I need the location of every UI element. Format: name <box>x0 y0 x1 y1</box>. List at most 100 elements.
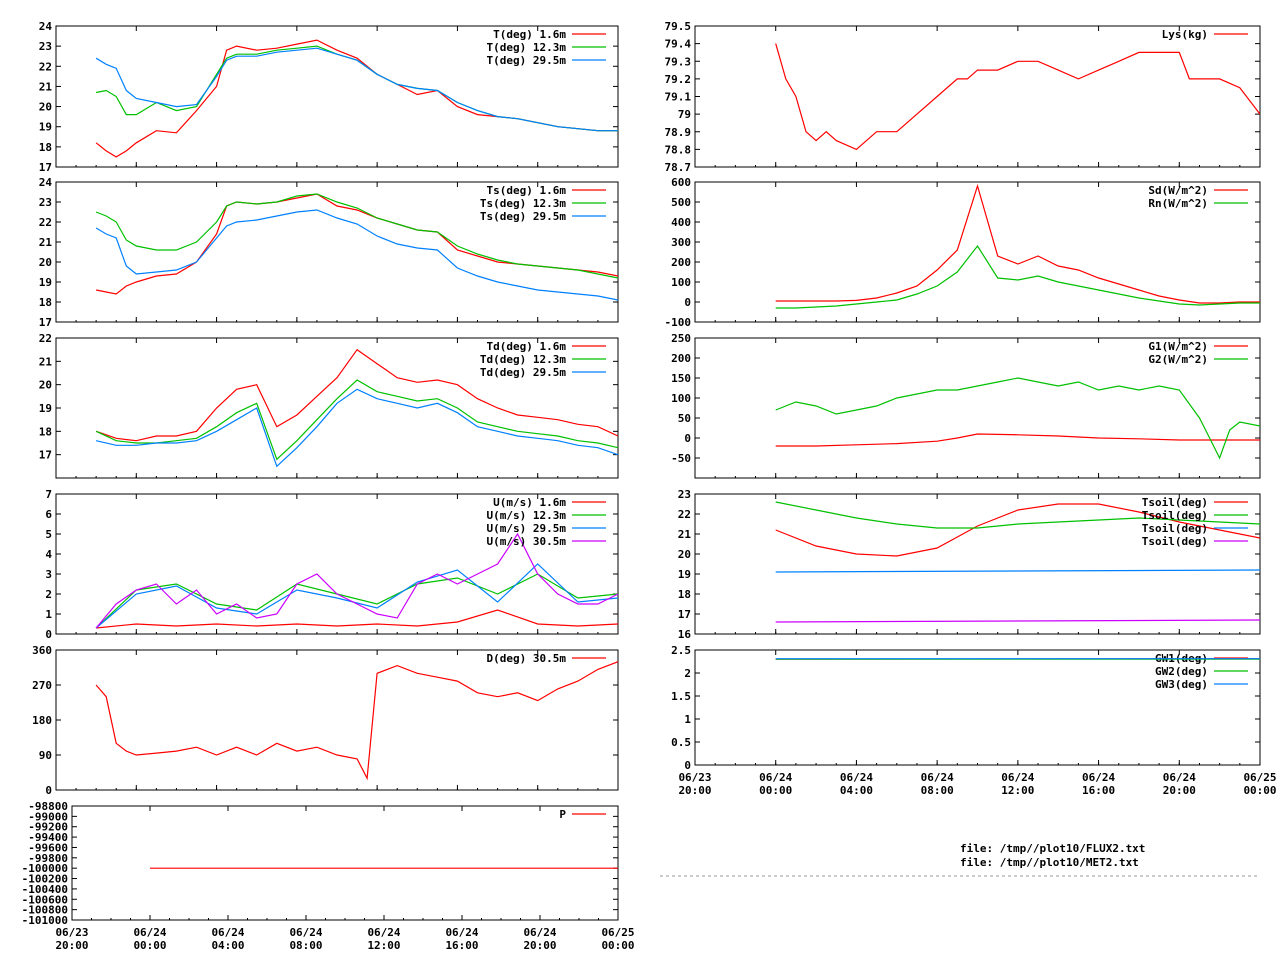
series-line-td-1 <box>95 379 618 461</box>
y-tick-label: 100 <box>671 276 691 289</box>
series-line-td-0 <box>95 348 618 442</box>
y-tick-label: 22 <box>678 508 691 521</box>
plot-frame <box>55 649 619 791</box>
legend-label: G1(W/m^2) <box>1148 340 1208 353</box>
y-tick-label: -99000 <box>28 810 68 823</box>
y-tick-label: 180 <box>32 714 52 727</box>
series-line-g-0 <box>775 433 1260 447</box>
y-tick-label: 0 <box>684 432 691 445</box>
legend-label: P <box>559 808 566 821</box>
legend-label: Ts(deg) 29.5m <box>480 210 566 223</box>
series-line-td-2 <box>95 388 618 468</box>
legend-label: Td(deg) 1.6m <box>487 340 567 353</box>
x-tick-label-date: 06/24 <box>1163 771 1196 784</box>
legend-label: Sd(W/m^2) <box>1148 184 1208 197</box>
series-line-ts-2 <box>95 209 618 301</box>
y-tick-label: 20 <box>39 256 52 269</box>
legend-label: Rn(W/m^2) <box>1148 197 1208 210</box>
x-tick-label-time: 20:00 <box>523 939 556 952</box>
y-tick-label: 20 <box>678 548 691 561</box>
legend-label: Lys(kg) <box>1162 28 1208 41</box>
x-tick-label-time: 08:00 <box>921 784 954 797</box>
x-tick-label-date: 06/24 <box>523 926 556 939</box>
x-tick-label-date: 06/24 <box>1001 771 1034 784</box>
y-tick-label: -50 <box>671 452 691 465</box>
panel-tsoil: 1617181920212223Tsoil(deg)Tsoil(deg)Tsoi… <box>678 488 1261 641</box>
y-tick-label: 300 <box>671 236 691 249</box>
y-tick-label: -99800 <box>28 852 68 865</box>
file-label: file: /tmp//plot10/FLUX2.txt <box>960 842 1145 855</box>
y-tick-label: -99200 <box>28 821 68 834</box>
y-tick-label: 21 <box>39 355 53 368</box>
y-tick-label: 22 <box>39 60 52 73</box>
y-tick-label: 17 <box>39 316 52 329</box>
y-tick-label: 79.5 <box>665 20 692 33</box>
y-tick-label: -100600 <box>22 893 68 906</box>
y-tick-label: 17 <box>678 608 691 621</box>
y-tick-label: 24 <box>39 20 53 33</box>
y-tick-label: 0 <box>684 296 691 309</box>
y-tick-label: 21 <box>39 80 53 93</box>
x-tick-label-date: 06/24 <box>840 771 873 784</box>
y-tick-label: 2 <box>684 667 691 680</box>
panel-t: 17 18 19 20 21 22 23 24 T(deg) 1.6mT(deg) 12.3mT… <box>39 20 619 174</box>
legend-label: Tsoil(deg) <box>1142 535 1208 548</box>
x-tick-label-time: 20:00 <box>55 939 88 952</box>
series-line-sd-1 <box>775 244 1260 309</box>
y-tick-label: -99600 <box>28 841 68 854</box>
y-tick-label: 0 <box>45 784 52 797</box>
y-tick-label: 7 <box>45 488 52 501</box>
y-tick-label: 90 <box>39 749 52 762</box>
y-tick-label: 200 <box>671 256 691 269</box>
legend-label: Tsoil(deg) <box>1142 522 1208 535</box>
series-line-ts-1 <box>95 193 618 279</box>
x-tick-label-time: 00:00 <box>1243 784 1276 797</box>
legend-label: D(deg) 30.5m <box>487 652 567 665</box>
y-tick-label: 1 <box>45 608 52 621</box>
y-tick-label: -100800 <box>22 904 68 917</box>
file-label: file: /tmp//plot10/MET2.txt <box>960 856 1139 869</box>
y-tick-label: 78.8 <box>665 143 692 156</box>
x-tick-label-time: 16:00 <box>1082 784 1115 797</box>
legend-label: Td(deg) 12.3m <box>480 353 566 366</box>
panel-sd: -100 0 100 200 300 400 500 600 Sd(W/m^2)Rn(W/m^2… <box>665 176 1261 329</box>
x-tick-label-time: 04:00 <box>840 784 873 797</box>
legend-label: U(m/s) 30.5m <box>487 535 567 548</box>
series-line-tsoil-2 <box>775 569 1260 573</box>
legend-label: Ts(deg) 1.6m <box>487 184 567 197</box>
y-tick-label: 21 <box>39 236 53 249</box>
y-tick-label: 6 <box>45 508 52 521</box>
series-line-g-1 <box>775 377 1260 460</box>
series-line-u-1 <box>95 573 618 629</box>
y-tick-label: 79.2 <box>665 73 692 86</box>
x-tick-label-time: 00:00 <box>601 939 634 952</box>
file-list: file: /tmp//plot10/FLUX2.txt file: /tmp/… <box>660 842 1260 877</box>
legend-label: Td(deg) 29.5m <box>480 366 566 379</box>
y-tick-label: 79.3 <box>665 55 692 68</box>
y-tick-label: 1 <box>684 713 691 726</box>
x-tick-label-date: 06/24 <box>1082 771 1115 784</box>
x-tick-label-time: 20:00 <box>1163 784 1196 797</box>
y-tick-label: 18 <box>678 588 691 601</box>
y-tick-label: 20 <box>39 101 52 114</box>
x-tick-label-time: 16:00 <box>445 939 478 952</box>
y-tick-label: 2 <box>45 588 52 601</box>
x-tick-label-time: 04:00 <box>211 939 244 952</box>
y-tick-label: 400 <box>671 216 691 229</box>
x-tick-label-date: 06/24 <box>759 771 792 784</box>
y-tick-label: 23 <box>678 488 691 501</box>
series-line-t-2 <box>95 47 618 132</box>
x-tick-label-date: 06/24 <box>921 771 954 784</box>
y-tick-label: 2.5 <box>671 644 691 657</box>
legend-label: Tsoil(deg) <box>1142 496 1208 509</box>
x-tick-label-time: 12:00 <box>367 939 400 952</box>
y-tick-label: -100400 <box>22 883 68 896</box>
y-tick-label: 19 <box>39 402 52 415</box>
series-line-u-0 <box>96 609 618 629</box>
legend-label: T(deg) 1.6m <box>493 28 566 41</box>
y-tick-label: 18 <box>39 141 52 154</box>
x-tick-label-time: 12:00 <box>1001 784 1034 797</box>
legend-label: Ts(deg) 12.3m <box>480 197 566 210</box>
